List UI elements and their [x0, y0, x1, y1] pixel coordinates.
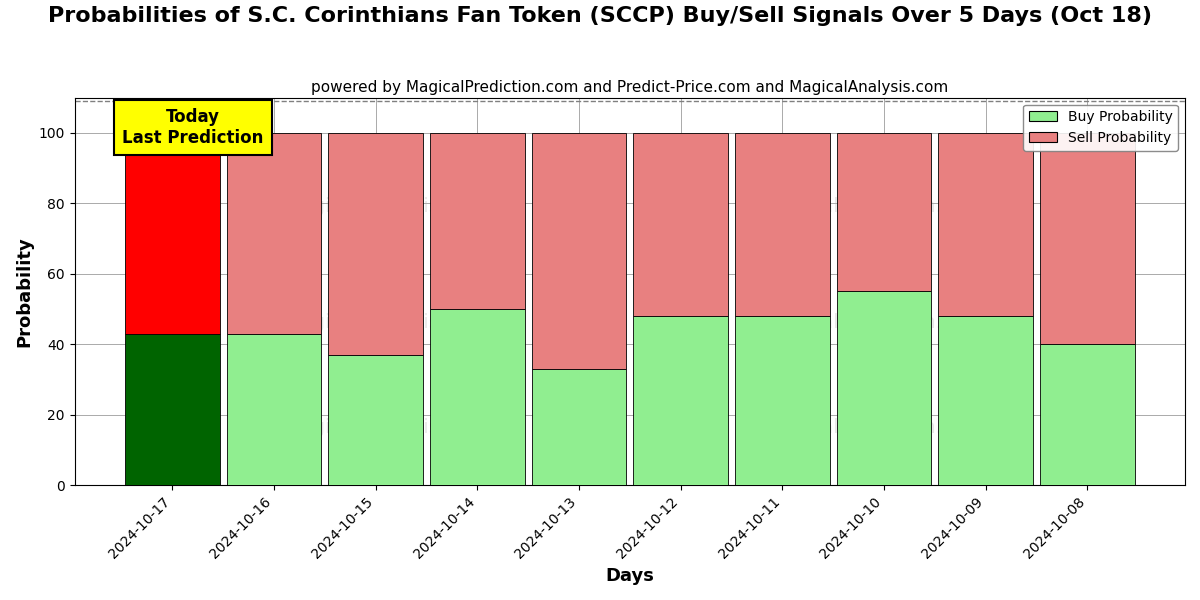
Y-axis label: Probability: Probability [16, 236, 34, 347]
Bar [1040, 344, 1134, 485]
Bar [836, 292, 931, 485]
Text: MagicalAnalysis.com: MagicalAnalysis.com [284, 197, 487, 215]
Text: MagicalAnalysis.com: MagicalAnalysis.com [284, 313, 487, 332]
Bar [125, 334, 220, 485]
X-axis label: Days: Days [605, 567, 654, 585]
Text: MagicalPrediction.com: MagicalPrediction.com [764, 197, 984, 215]
Legend: Buy Probability, Sell Probability: Buy Probability, Sell Probability [1024, 104, 1178, 151]
Bar [430, 133, 524, 309]
Bar [532, 369, 626, 485]
Bar [938, 133, 1033, 316]
Bar [634, 316, 728, 485]
Bar [227, 133, 322, 334]
Bar [1040, 133, 1134, 344]
Text: MagicalPrediction.com: MagicalPrediction.com [764, 418, 984, 437]
Bar [938, 316, 1033, 485]
Bar [227, 334, 322, 485]
Text: Probabilities of S.C. Corinthians Fan Token (SCCP) Buy/Sell Signals Over 5 Days : Probabilities of S.C. Corinthians Fan To… [48, 6, 1152, 26]
Text: MagicalPrediction.com: MagicalPrediction.com [764, 313, 984, 332]
Text: MagicalAnalysis.com: MagicalAnalysis.com [284, 418, 487, 437]
Bar [430, 309, 524, 485]
Bar [736, 133, 829, 316]
Bar [836, 133, 931, 292]
Title: powered by MagicalPrediction.com and Predict-Price.com and MagicalAnalysis.com: powered by MagicalPrediction.com and Pre… [311, 80, 948, 95]
Bar [329, 133, 422, 355]
Bar [532, 133, 626, 369]
Bar [634, 133, 728, 316]
Text: Today
Last Prediction: Today Last Prediction [122, 108, 264, 147]
Bar [125, 133, 220, 334]
Bar [736, 316, 829, 485]
Bar [329, 355, 422, 485]
